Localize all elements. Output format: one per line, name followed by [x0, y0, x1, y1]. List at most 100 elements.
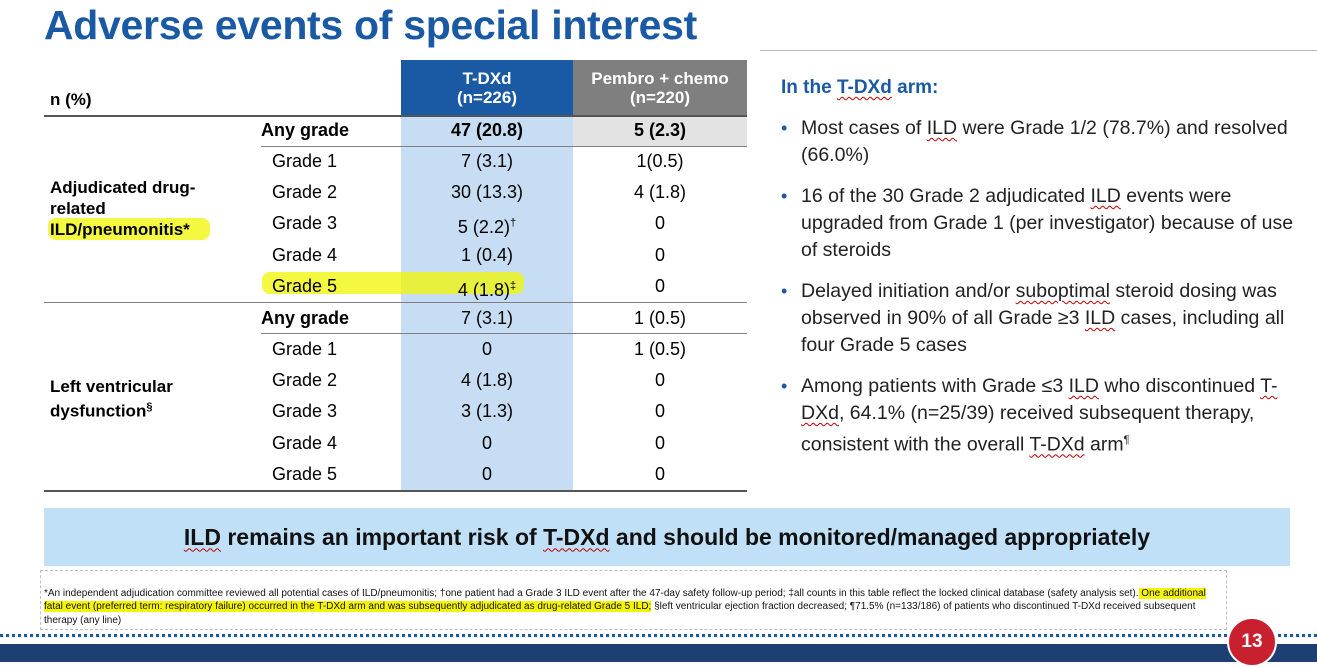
bullet-icon: •: [781, 186, 788, 206]
table-row: Grade 4 1 (0.4) 0: [44, 240, 747, 271]
bullet-text: Most cases of: [801, 117, 927, 139]
pem-value: 0: [654, 401, 665, 421]
banner-text: and should be monitored/managed appropri…: [609, 523, 1151, 550]
bullet-term: ILD: [1084, 307, 1116, 329]
pem-value: 0: [654, 276, 665, 296]
list-item: • Delayed initiation and/or suboptimal s…: [781, 278, 1301, 359]
ild-label-line: ILD/pneumonitis*: [50, 220, 190, 239]
grade-label: Grade 5: [272, 276, 338, 296]
header-tdxd-name: T-DXd: [462, 68, 512, 88]
bullet-text: , 64.1% (n=25/39) received subsequent th…: [801, 402, 1255, 456]
tdxd-value: 0: [481, 433, 492, 453]
grade-label: Grade 4: [272, 245, 338, 265]
bullet-icon: •: [781, 281, 788, 301]
pem-value: 5 (2.3): [633, 120, 687, 140]
tdxd-value: 4 (1.8)‡: [401, 271, 573, 302]
tdxd-value: 0: [481, 464, 492, 484]
tdxd-value: 7 (3.1): [460, 308, 514, 328]
ild-label-line: Adjudicated drug-: [50, 178, 196, 197]
tdxd-value: 4 (1.8): [460, 370, 514, 390]
header-tdxd-n: (n=226): [457, 87, 517, 107]
table-row: Grade 4 0 0: [44, 428, 747, 459]
grade-label: Grade 4: [272, 433, 338, 453]
bullet-term: ILD: [1068, 375, 1099, 397]
table-row: Any grade 47 (20.8) 5 (2.3): [44, 115, 747, 146]
pembro-any-grade-shading: [573, 115, 747, 147]
tdxd-value: 30 (13.3): [450, 182, 524, 202]
lvd-label-text: dysfunction: [50, 401, 147, 421]
bullet-icon: •: [781, 376, 788, 396]
bullet-icon: •: [781, 118, 788, 138]
highlight-ild-label: [48, 218, 210, 240]
grade-label: Grade 2: [272, 182, 338, 202]
pem-value: 1(0.5): [636, 151, 684, 171]
row-rule: [261, 146, 747, 147]
footnote-box: [40, 570, 1227, 630]
banner-term: T-DXd: [543, 523, 610, 550]
page-number: 13: [1227, 617, 1277, 667]
table-row: Grade 1 7 (3.1) 1(0.5): [44, 146, 747, 177]
header-pem-n: (n=220): [630, 87, 690, 107]
table-row: Grade 5 4 (1.8)‡ 0: [44, 271, 747, 302]
tdxd-value-text: 4 (1.8): [457, 280, 510, 300]
table-row: Grade 3 5 (2.2)† 0: [44, 208, 747, 239]
grade-label: Any grade: [261, 308, 350, 328]
tdxd-value: 47 (20.8): [450, 120, 524, 140]
bottom-bar: [0, 644, 1317, 662]
pem-value: 1 (0.5): [633, 339, 687, 359]
tdxd-value-text: 5 (2.2): [457, 217, 510, 237]
grade-label: Grade 3: [272, 401, 338, 421]
lvd-label-line: dysfunction§: [50, 397, 173, 422]
tdxd-value: 7 (3.1): [460, 151, 514, 171]
footnote-text: §left ventricular ejection fraction decr…: [44, 601, 1196, 626]
footnote-mark: ¶: [1123, 434, 1130, 446]
footnote-text: *An independent adjudication committee r…: [44, 588, 1139, 599]
bullet-text: were Grade 1/2 (78.7%) and resolved (66.…: [801, 117, 1288, 166]
bullet-term: ILD: [926, 117, 958, 139]
corner-header: n (%): [50, 90, 92, 109]
pem-value: 1 (0.5): [633, 308, 687, 328]
grade-label: Grade 2: [272, 370, 338, 390]
bullet-text: Delayed initiation and/or: [801, 280, 1016, 302]
bullet-term: T-DXd: [1029, 433, 1085, 456]
tdxd-value: 0: [481, 339, 492, 359]
header-pembro-chemo: Pembro + chemo (n=220): [573, 60, 747, 115]
bullet-text: events were upgraded from Grade 1 (per i…: [801, 185, 1294, 261]
ild-section-label: Adjudicated drug- related ILD/pneumoniti…: [50, 177, 195, 240]
ild-label-line: related: [50, 199, 106, 218]
bullet-term: T-DXd: [801, 375, 1278, 424]
pem-value: 0: [654, 245, 665, 265]
bullet-text: cases, including all four Grade 5 cases: [801, 307, 1285, 356]
bullet-term: ILD: [1090, 185, 1121, 207]
list-item: • Among patients with Grade ≤3 ILD who d…: [781, 373, 1301, 459]
table-row: Grade 1 0 1 (0.5): [44, 334, 747, 365]
bullet-text: who discontinued: [1098, 375, 1261, 397]
bullet-text: steroid dosing was observed in 90% of al…: [801, 280, 1277, 329]
grade-label: Grade 5: [272, 464, 338, 484]
tdxd-value: 5 (2.2)†: [401, 208, 573, 239]
row-rule: [261, 333, 747, 334]
pem-value: 0: [654, 464, 665, 484]
section-rule: [44, 302, 747, 303]
banner-term: ILD: [183, 523, 221, 550]
footnote-mark: ‡: [509, 280, 517, 292]
panel-title-term: T-DXd: [836, 77, 892, 98]
table-bottom-rule: [44, 490, 747, 492]
grade-label: Grade 1: [272, 339, 338, 359]
list-item: • 16 of the 30 Grade 2 adjudicated ILD e…: [781, 183, 1301, 264]
footnote-mark: §: [146, 401, 153, 413]
table-row: Grade 3 3 (1.3) 0: [44, 396, 747, 427]
footnotes: *An independent adjudication committee r…: [44, 587, 1222, 627]
bullet-text: 16 of the 30 Grade 2 adjudicated: [801, 185, 1091, 207]
table-row: Grade 2 30 (13.3) 4 (1.8): [44, 177, 747, 208]
tdxd-value: 1 (0.4): [460, 245, 514, 265]
title-divider: [760, 50, 1317, 51]
tdxd-column-shading: [401, 115, 573, 492]
grade-label: Grade 3: [272, 213, 338, 233]
key-findings-list: • Most cases of ILD were Grade 1/2 (78.7…: [781, 115, 1301, 473]
page-title: Adverse events of special interest: [44, 2, 697, 48]
grade-label: Any grade: [261, 120, 350, 140]
lvd-label-line: Left ventricular: [50, 377, 173, 396]
dotted-divider: [0, 634, 1317, 637]
panel-title-text: In the: [781, 77, 837, 98]
